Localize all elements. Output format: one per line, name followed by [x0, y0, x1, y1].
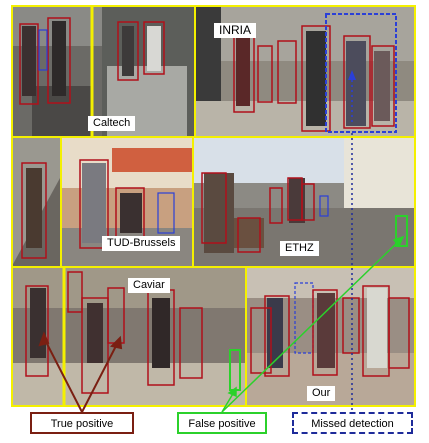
panel-left-street	[12, 138, 60, 266]
panel-inria: INRIA	[196, 6, 415, 136]
panel-caltech: Caltech	[12, 6, 194, 136]
panel-our: Our	[247, 268, 415, 406]
label-caviar: Caviar	[128, 278, 170, 293]
panel-ethz: ETHZ	[194, 138, 415, 266]
label-inria: INRIA	[214, 23, 256, 38]
label-our: Our	[307, 386, 335, 401]
label-ethz: ETHZ	[280, 241, 319, 256]
panel-tud-brussels: TUD-Brussels	[62, 138, 192, 266]
legend-true-positive: True positive	[30, 412, 134, 434]
legend-false-positive: False positive	[177, 412, 267, 434]
panel-caviar: Caviar	[12, 268, 245, 406]
label-caltech: Caltech	[88, 116, 135, 131]
legend-missed-detection: Missed detection	[292, 412, 413, 434]
label-tud-brussels: TUD-Brussels	[102, 236, 180, 251]
